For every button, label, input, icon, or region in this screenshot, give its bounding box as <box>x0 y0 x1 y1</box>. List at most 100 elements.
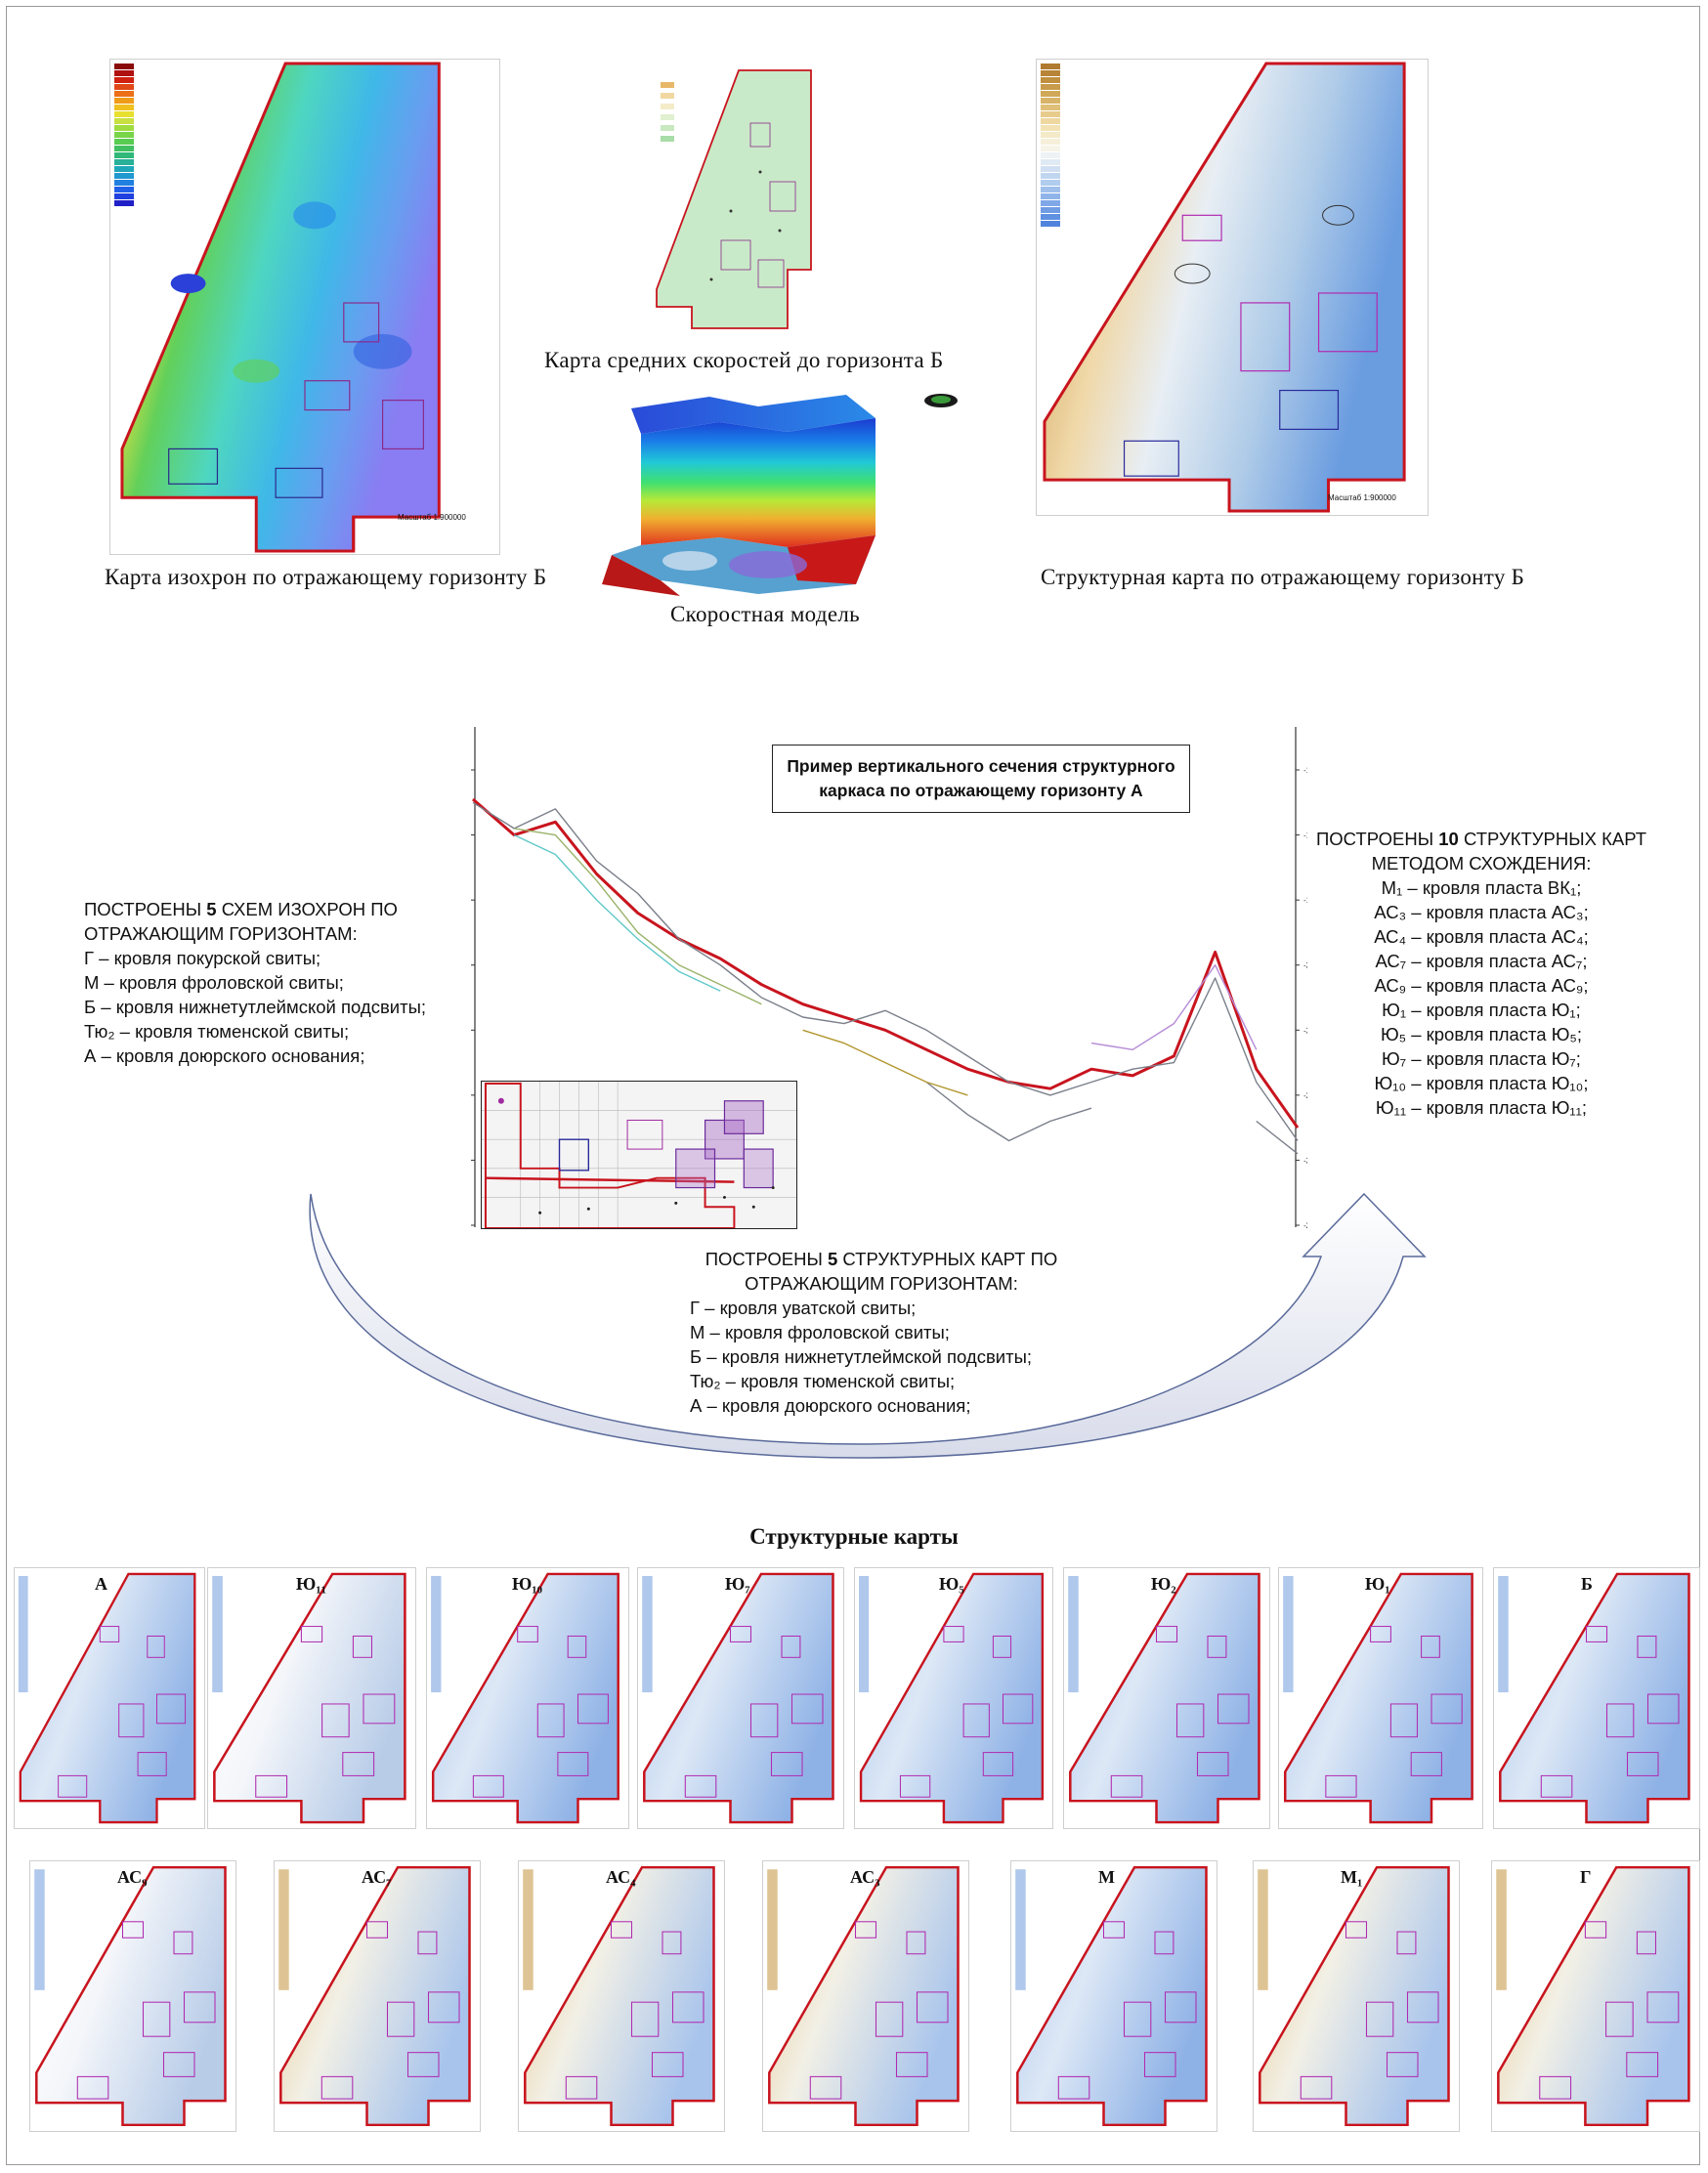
left-info-item: Б – кровля нижнетутлеймской подсвиты; <box>84 997 427 1017</box>
structural-map-label: Б <box>1581 1574 1593 1594</box>
structural-map-label: АС₉ <box>117 1867 148 1887</box>
left-info-heading-3: ОТРАЖАЮЩИМ ГОРИЗОНТАМ: <box>84 923 358 944</box>
structural-map-thumb: Ю₁₁ <box>207 1567 416 1829</box>
right-info-item: М₁ – кровля пласта ВК₁; <box>1381 877 1582 898</box>
section-tick-label: -1700 <box>1303 766 1307 775</box>
structural-scale-label: Масштаб 1:900000 <box>1328 493 1396 502</box>
structural-map-label: Ю₁ <box>1365 1574 1390 1594</box>
model-thumbnail-icon <box>923 392 959 409</box>
structural-map-thumb: Г <box>1491 1860 1700 2132</box>
right-info-item: Ю₇ – кровля пласта Ю₇; <box>1382 1048 1581 1069</box>
model-caption: Скоростная модель <box>670 602 860 626</box>
bottom-info-heading-3: ОТРАЖАЮЩИМ ГОРИЗОНТАМ: <box>745 1273 1018 1294</box>
bottom-info-item: А – кровля доюрского основания; <box>690 1395 971 1416</box>
right-info-item: Ю₁₀ – кровля пласта Ю₁₀; <box>1374 1073 1589 1093</box>
right-info-heading-2: СТРУКТУРНЫХ КАРТ <box>1463 829 1647 849</box>
bottom-info-block: ПОСТРОЕНЫ 5 СТРУКТУРНЫХ КАРТ ПО ОТРАЖАЮЩ… <box>690 1247 1073 1418</box>
structural-map-label: А <box>95 1574 107 1594</box>
left-info-item: М – кровля фроловской свиты; <box>84 972 344 993</box>
bottom-info-item: Г – кровля уватской свиты; <box>690 1298 917 1318</box>
structural-map-thumb: А <box>14 1567 205 1829</box>
structural-map-thumb: Ю₁₀ <box>426 1567 629 1829</box>
structural-map-label: Г <box>1580 1867 1592 1887</box>
isochron-caption: Карта изохрон по отражающему горизонту Б <box>105 565 547 589</box>
right-info-block: ПОСТРОЕНЫ 10 СТРУКТУРНЫХ КАРТ МЕТОДОМ СХ… <box>1309 827 1653 1120</box>
structural-map-thumb: Ю₅ <box>854 1567 1053 1829</box>
section-series-line <box>514 828 762 1005</box>
structural-map-thumb: М <box>1010 1860 1217 2132</box>
bottom-info-heading-2: СТРУКТУРНЫХ КАРТ ПО <box>842 1249 1058 1269</box>
structural-map-label: АС₄ <box>606 1867 636 1887</box>
bottom-info-heading-count: 5 <box>827 1249 838 1269</box>
section-tick-label: -2200 <box>1303 1091 1307 1100</box>
right-info-heading-count: 10 <box>1438 829 1459 849</box>
structural-map-thumb: АС₃ <box>762 1860 969 2132</box>
section-series-line <box>925 1081 1299 1155</box>
structural-map-label: М <box>1098 1867 1115 1887</box>
section-title-line-2: каркаса по отражающему горизонту А <box>819 781 1143 800</box>
isochron-legend <box>114 64 134 206</box>
section-title-box: Пример вертикального сечения структурног… <box>772 745 1190 813</box>
left-info-item: Г – кровля покурской свиты; <box>84 948 321 968</box>
structural-map-label: Ю₅ <box>939 1574 964 1594</box>
bottom-info-item: Б – кровля нижнетутлеймской подсвиты; <box>690 1346 1033 1367</box>
structural-map-thumb: Б <box>1493 1567 1700 1829</box>
page-frame <box>6 6 1700 2165</box>
right-info-item: АС₉ – кровля пласта АС₉; <box>1374 975 1589 996</box>
section-tick-label: -2300 <box>1303 1156 1307 1165</box>
structural-maps-title: Структурные карты <box>749 1524 959 1549</box>
section-tick-label: -2100 <box>1303 1026 1307 1035</box>
left-info-item: Тю₂ – кровля тюменской свиты; <box>84 1021 350 1042</box>
right-info-heading-3: МЕТОДОМ СХОЖДЕНИЯ: <box>1371 853 1592 873</box>
section-series-line <box>513 833 721 992</box>
structural-map-label: Ю₂ <box>1151 1574 1176 1594</box>
right-info-item: Ю₁₁ – кровля пласта Ю₁₁; <box>1375 1097 1588 1118</box>
bottom-info-item: М – кровля фроловской свиты; <box>690 1322 950 1342</box>
structural-legend <box>1041 64 1060 227</box>
structural-map-thumb: АС₇ <box>274 1860 481 2132</box>
section-tick-label: -1800 <box>1303 831 1307 840</box>
structural-map-label: Ю₁₀ <box>512 1574 543 1594</box>
structural-map-thumb: АС₄ <box>518 1860 725 2132</box>
structural-map-label: М₁ <box>1341 1867 1363 1887</box>
right-info-heading-1: ПОСТРОЕНЫ <box>1315 829 1434 849</box>
structural-map-thumb: Ю₁ <box>1278 1567 1483 1829</box>
velocity-caption: Карта средних скоростей до горизонта Б <box>544 348 944 372</box>
structural-caption: Структурная карта по отражающему горизон… <box>1041 565 1525 589</box>
section-title-line-1: Пример вертикального сечения структурног… <box>787 756 1175 776</box>
section-series-line <box>1090 964 1258 1050</box>
structural-map-label: АС₃ <box>850 1867 880 1887</box>
structural-map-thumb: Ю₇ <box>637 1567 844 1829</box>
right-info-item: АС₃ – кровля пласта АС₃; <box>1374 902 1589 922</box>
structural-map-label: АС₇ <box>362 1867 392 1887</box>
left-info-item: А – кровля доюрского основания; <box>84 1045 365 1066</box>
left-info-block: ПОСТРОЕНЫ 5 СХЕМ ИЗОХРОН ПО ОТРАЖАЮЩИМ Г… <box>84 897 426 1068</box>
section-series-line <box>472 797 1300 1129</box>
structural-map-b: Масштаб 1:900000 <box>1036 59 1429 516</box>
section-series-line <box>802 1029 968 1096</box>
structural-map-label: Ю₇ <box>725 1574 750 1594</box>
section-series-line <box>472 801 1299 1141</box>
velocity-map <box>653 64 838 334</box>
isochron-map: Масштаб 1:900000 <box>109 59 500 555</box>
bottom-info-item: Тю₂ – кровля тюменской свиты; <box>690 1371 956 1391</box>
left-info-heading-2: СХЕМ ИЗОХРОН ПО <box>221 899 398 919</box>
structural-map-label: Ю₁₁ <box>296 1574 327 1594</box>
structural-map-thumb: М₁ <box>1253 1860 1460 2132</box>
structural-map-thumb: АС₉ <box>29 1860 236 2132</box>
isochron-scale-label: Масштаб 1:900000 <box>398 513 466 522</box>
section-location-map <box>481 1081 797 1229</box>
velocity-model-3d <box>592 389 885 596</box>
bottom-info-heading-1: ПОСТРОЕНЫ <box>705 1249 823 1269</box>
right-info-item: АС₇ – кровля пласта АС₇; <box>1375 951 1588 971</box>
section-tick-label: -2000 <box>1303 961 1307 970</box>
section-tick-label: -2400 <box>1303 1221 1307 1229</box>
velocity-legend <box>661 82 674 142</box>
right-info-item: Ю₅ – кровля пласта Ю₅; <box>1380 1024 1583 1044</box>
right-info-item: Ю₁ – кровля пласта Ю₁; <box>1382 1000 1581 1020</box>
structural-map-thumb: Ю₂ <box>1063 1567 1270 1829</box>
right-info-item: АС₄ – кровля пласта АС₄; <box>1374 926 1589 947</box>
left-info-heading-count: 5 <box>206 899 217 919</box>
left-info-heading-1: ПОСТРОЕНЫ <box>84 899 202 919</box>
section-tick-label: -1900 <box>1303 896 1307 905</box>
